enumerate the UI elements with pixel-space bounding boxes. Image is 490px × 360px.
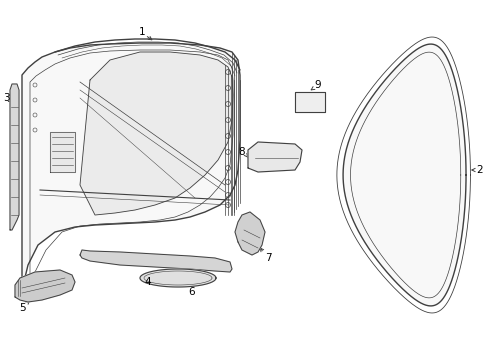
Polygon shape — [80, 250, 232, 272]
Text: 8: 8 — [239, 147, 245, 157]
Polygon shape — [343, 44, 466, 306]
Polygon shape — [50, 132, 75, 172]
Polygon shape — [15, 270, 75, 302]
Polygon shape — [10, 84, 19, 230]
Text: 4: 4 — [145, 277, 151, 287]
Polygon shape — [140, 269, 216, 287]
Polygon shape — [235, 212, 265, 255]
Text: 9: 9 — [315, 80, 321, 90]
Text: 7: 7 — [265, 253, 271, 263]
Text: 6: 6 — [189, 287, 196, 297]
Polygon shape — [295, 92, 325, 112]
Text: 1: 1 — [139, 27, 146, 37]
Polygon shape — [248, 142, 302, 172]
Text: 3: 3 — [2, 93, 9, 103]
Text: 2: 2 — [477, 165, 483, 175]
Text: 5: 5 — [19, 303, 25, 313]
Polygon shape — [22, 43, 240, 290]
Polygon shape — [80, 52, 233, 215]
